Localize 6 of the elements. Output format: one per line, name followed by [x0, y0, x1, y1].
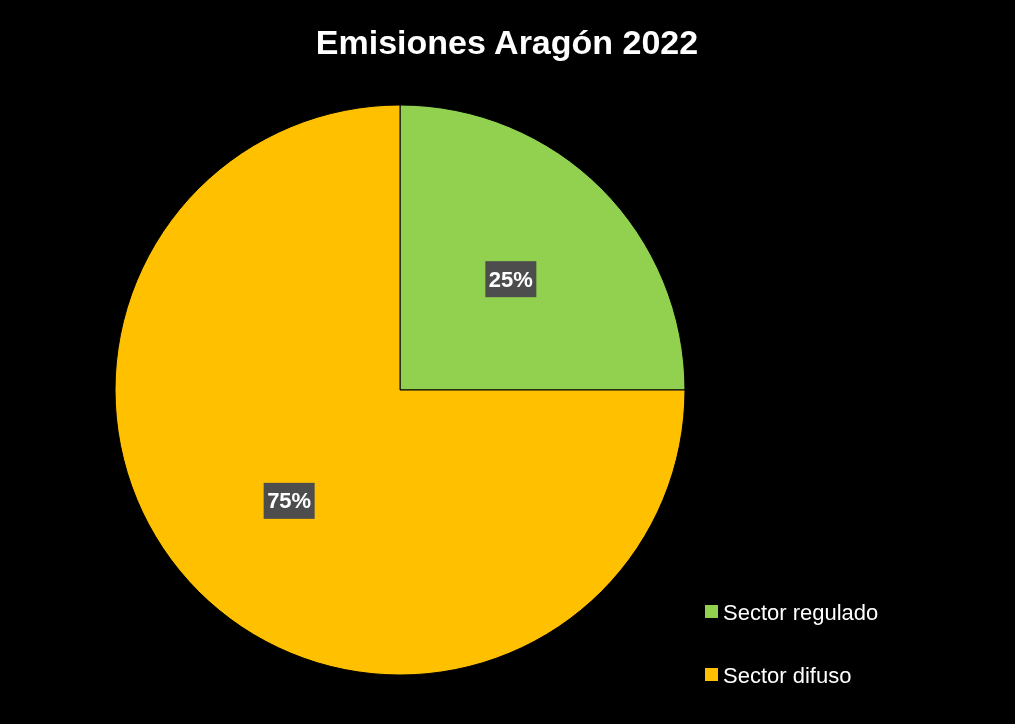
data-label: 25% — [488, 266, 533, 292]
legend-label: Sector regulado — [723, 599, 879, 625]
chart-title: Emisiones Aragón 2022 — [315, 23, 699, 61]
data-label: 75% — [267, 488, 312, 514]
legend-label: Sector difuso — [723, 662, 852, 688]
pie-slice — [114, 104, 686, 676]
